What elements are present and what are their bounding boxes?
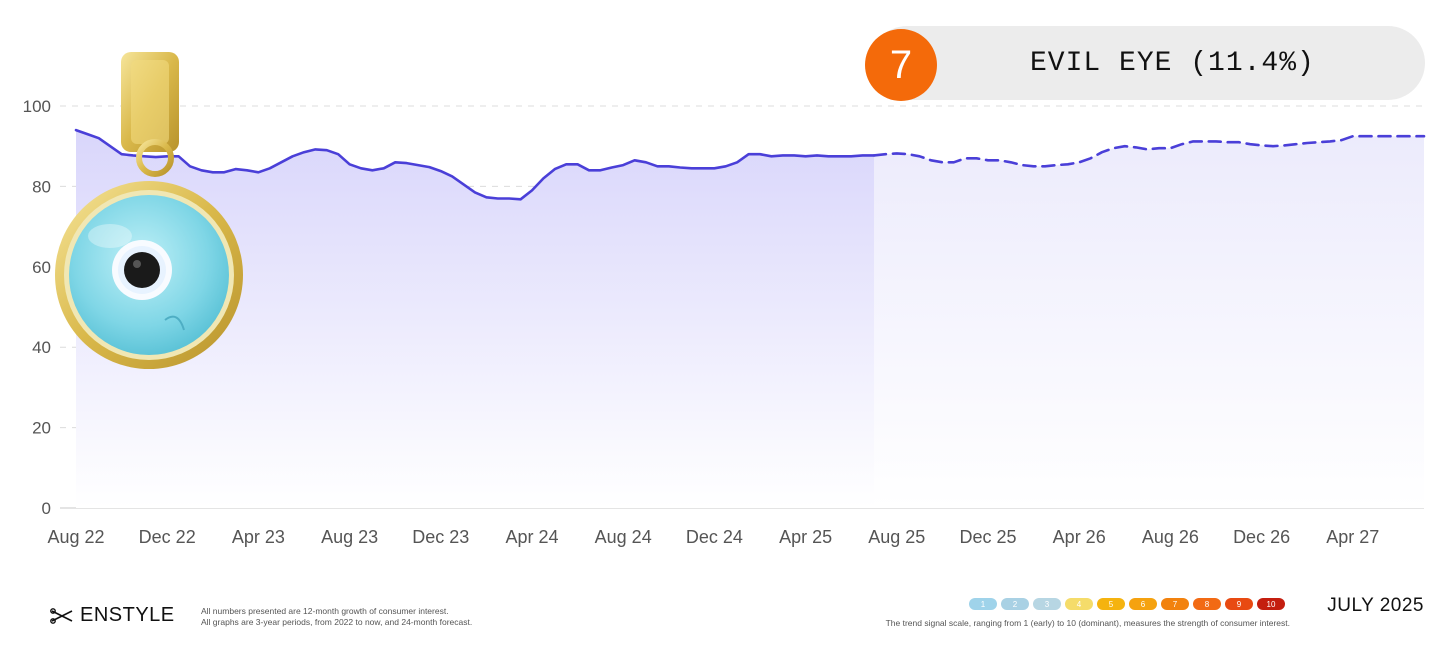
trend-signal-rank: 7 [865, 29, 937, 101]
forecast-line [872, 134, 1426, 168]
scale-chip-9: 9 [1225, 598, 1253, 610]
y-tick-label: 60 [32, 258, 51, 277]
x-tick-label: Aug 22 [47, 527, 104, 547]
trend-signal-scale: 1 2 3 4 5 6 7 8 9 10 [969, 598, 1285, 610]
y-tick-label: 0 [42, 499, 51, 518]
scale-chip-4: 4 [1065, 598, 1093, 610]
x-tick-label: Dec 24 [686, 527, 743, 547]
evil-eye-pendant-image [55, 52, 243, 369]
x-tick-label: Apr 24 [505, 527, 558, 547]
scale-chip-10: 10 [1257, 598, 1285, 610]
brand-logo: ENSTYLE [50, 604, 175, 627]
scale-note: The trend signal scale, ranging from 1 (… [885, 618, 1290, 628]
scale-chip-5: 5 [1097, 598, 1125, 610]
scale-chip-7: 7 [1161, 598, 1189, 610]
x-tick-label: Aug 23 [321, 527, 378, 547]
area-fills [76, 130, 1424, 508]
x-tick-label: Apr 26 [1053, 527, 1106, 547]
trend-badge [870, 26, 1425, 100]
brand-name: ENSTYLE [80, 604, 175, 626]
history-area [76, 130, 874, 508]
history-line [74, 128, 876, 201]
trend-title: EVIL EYE (11.4%) [1030, 48, 1315, 79]
scale-chip-2: 2 [1001, 598, 1029, 610]
x-tick-label: Dec 26 [1233, 527, 1290, 547]
series-lines [74, 128, 1426, 201]
y-axis-ticks: 0 20 40 60 80 100 [23, 97, 51, 518]
x-tick-label: Aug 24 [595, 527, 652, 547]
footnote-1: All numbers presented are 12-month growt… [201, 606, 449, 616]
y-tick-label: 40 [32, 338, 51, 357]
scale-chip-1: 1 [969, 598, 997, 610]
x-tick-label: Apr 23 [232, 527, 285, 547]
scale-chip-6: 6 [1129, 598, 1157, 610]
y-tick-label: 100 [23, 97, 51, 116]
y-tick-label: 80 [32, 177, 51, 196]
footnotes: All numbers presented are 12-month growt… [201, 606, 472, 628]
x-tick-label: Apr 25 [779, 527, 832, 547]
x-tick-label: Dec 22 [139, 527, 196, 547]
x-tick-label: Aug 26 [1142, 527, 1199, 547]
scissors-icon [50, 607, 73, 624]
x-tick-label: Aug 25 [868, 527, 925, 547]
forecast-area [874, 136, 1424, 508]
x-axis-ticks: Aug 22 Dec 22 Apr 23 Aug 23 Dec 23 Apr 24 Aug … [47, 527, 1379, 547]
x-tick-label: Dec 25 [959, 527, 1016, 547]
footnote-2: All graphs are 3-year periods, from 2022… [201, 617, 473, 627]
report-date: JULY 2025 [1327, 595, 1424, 616]
x-tick-label: Apr 27 [1326, 527, 1379, 547]
x-tick-label: Dec 23 [412, 527, 469, 547]
y-tick-label: 20 [32, 419, 51, 438]
scale-chip-3: 3 [1033, 598, 1061, 610]
scale-chip-8: 8 [1193, 598, 1221, 610]
